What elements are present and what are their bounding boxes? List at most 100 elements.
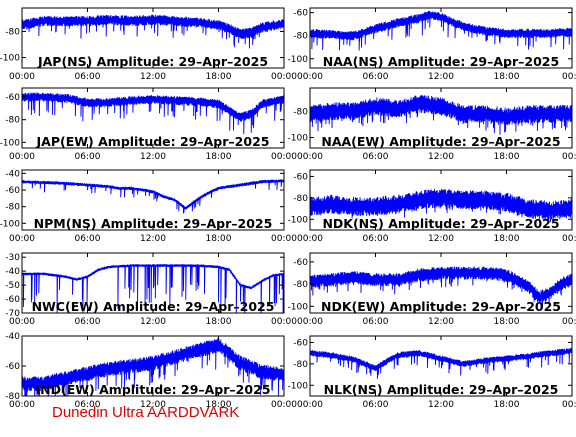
x-tick-label: 00:00 (271, 234, 297, 244)
y-tick-label: -100 (0, 138, 20, 148)
x-tick-label: 06:00 (75, 317, 101, 327)
x-tick-label: 00:00 (271, 317, 297, 327)
y-tick-label: -80 (5, 203, 20, 213)
x-tick-label: 18:00 (494, 152, 520, 162)
x-tick-label: 00:00 (271, 400, 297, 410)
x-tick-label: 00:00 (9, 317, 35, 327)
y-tick-label: -50 (5, 281, 20, 291)
panel-3: -60 -80 -100 00:00 06:00 12:00 18:00 00:00JAP(E… (0, 87, 297, 162)
panel-title: NDK(NS) Amplitude: 29–Apr–2025 (322, 216, 559, 231)
x-tick-label: 18:00 (494, 400, 520, 410)
amplitude-trace (22, 92, 284, 135)
x-tick-label: 00:00 (297, 234, 323, 244)
x-tick-label: 06:00 (363, 72, 389, 82)
y-tick-label: -40 (5, 267, 20, 277)
panel-title: NPM(NS) Amplitude: 29–Apr–2025 (34, 216, 273, 231)
y-tick-label: -80 (293, 280, 308, 290)
x-tick-label: 00:00 (297, 72, 323, 82)
y-tick-label: -100 (288, 381, 309, 391)
panel-title: IND(EW) Amplitude: 29–Apr–2025 (36, 382, 271, 397)
x-tick-label: 06:00 (363, 400, 389, 410)
y-tick-label: -80 (5, 392, 20, 402)
amplitude-trace (310, 188, 572, 223)
y-tick-label: -60 (293, 172, 308, 182)
x-tick-label: 00:00 (562, 400, 576, 410)
y-tick-label: -80 (5, 116, 20, 126)
x-tick-label: 00:00 (562, 72, 576, 82)
amplitude-trace (22, 14, 284, 49)
y-tick-label: -60 (5, 295, 20, 305)
y-tick-label: -30 (5, 253, 20, 263)
panel-title: NAA(NS) Amplitude: 29–Apr–2025 (323, 54, 559, 69)
y-tick-label: -70 (5, 309, 20, 319)
x-tick-label: 12:00 (428, 152, 454, 162)
panel-title: NLK(NS) Amplitude: 29–Apr–2025 (324, 382, 559, 397)
x-tick-label: 12:00 (140, 72, 166, 82)
x-tick-label: 12:00 (140, 400, 166, 410)
amplitude-trace (310, 10, 572, 51)
x-tick-label: 00:00 (562, 152, 576, 162)
panel-6: -60-80-10000:0006:0012:0018:0000:00NDK(N… (288, 169, 576, 244)
panel-1: -80 -100 00:00 06:00 12:00 18:00 00:00JAP(NS) … (0, 7, 297, 82)
panel-2: -60 -80 -100 00:00 06:00 12:00 18:00 00:00NAA(N… (288, 7, 576, 82)
y-tick-label: -60 (293, 9, 308, 19)
x-tick-label: 12:00 (428, 400, 454, 410)
y-tick-label: -100 (0, 54, 20, 64)
x-tick-label: 18:00 (494, 317, 520, 327)
station-label: Dunedin Ultra AARDDVARK (52, 404, 240, 421)
x-tick-label: 06:00 (75, 400, 101, 410)
x-tick-label: 00:00 (9, 72, 35, 82)
panel-title: NWC(EW) Amplitude: 29–Apr–2025 (32, 299, 275, 314)
panel-4: -80-10000:0006:0012:0018:0000:00NAA(EW) … (288, 87, 576, 162)
amplitude-trace (310, 348, 572, 379)
y-tick-label: -80 (293, 194, 308, 204)
x-tick-label: 00:00 (9, 400, 35, 410)
panel-title: JAP(NS) Amplitude: 29–Apr–2025 (37, 54, 268, 69)
y-tick-label: -80 (293, 32, 308, 42)
y-tick-label: -100 (0, 219, 20, 229)
x-tick-label: 18:00 (206, 234, 232, 244)
amplitude-trace (22, 264, 284, 313)
x-tick-label: 18:00 (206, 400, 232, 410)
x-tick-label: 12:00 (428, 234, 454, 244)
amplitude-trace (22, 338, 284, 396)
y-tick-label: -80 (5, 27, 20, 37)
x-tick-label: 06:00 (363, 317, 389, 327)
y-tick-label: -80 (293, 360, 308, 370)
x-tick-label: 06:00 (75, 234, 101, 244)
y-tick-label: -40 (5, 169, 20, 179)
x-tick-label: 00:00 (271, 152, 297, 162)
x-tick-label: 12:00 (140, 152, 166, 162)
x-tick-label: 00:00 (9, 234, 35, 244)
x-tick-label: 18:00 (206, 152, 232, 162)
x-tick-label: 06:00 (75, 72, 101, 82)
y-tick-label: -100 (288, 215, 309, 225)
panel-title: NDK(EW) Amplitude: 29–Apr–2025 (321, 299, 561, 314)
x-tick-label: 12:00 (140, 234, 166, 244)
amplitude-trace (310, 266, 572, 308)
y-tick-label: -100 (288, 302, 309, 312)
amplitude-trace (22, 179, 284, 214)
amplitude-trace (310, 95, 572, 135)
x-tick-label: 00:00 (297, 317, 323, 327)
y-tick-label: -80 (293, 107, 308, 117)
x-tick-label: 00:00 (562, 234, 576, 244)
panel-8: -60-80-10000:0006:0012:0018:0000:00NDK(E… (288, 252, 576, 327)
panel-5: -40 -60 -80 -100 00:00 06:00 12:00 18:00 00:00 NP… (0, 169, 297, 244)
y-tick-label: -60 (5, 362, 20, 372)
x-tick-label: 06:00 (363, 234, 389, 244)
y-tick-label: -60 (293, 338, 308, 348)
x-tick-label: 18:00 (494, 234, 520, 244)
y-tick-label: -60 (5, 93, 20, 103)
panel-title: JAP(EW) Amplitude: 29–Apr–2025 (36, 134, 270, 149)
x-tick-label: 18:00 (206, 72, 232, 82)
x-tick-label: 12:00 (140, 317, 166, 327)
x-tick-label: 00:00 (297, 152, 323, 162)
x-tick-label: 00:00 (562, 317, 576, 327)
x-tick-label: 00:00 (9, 152, 35, 162)
y-tick-label: -60 (5, 186, 20, 196)
